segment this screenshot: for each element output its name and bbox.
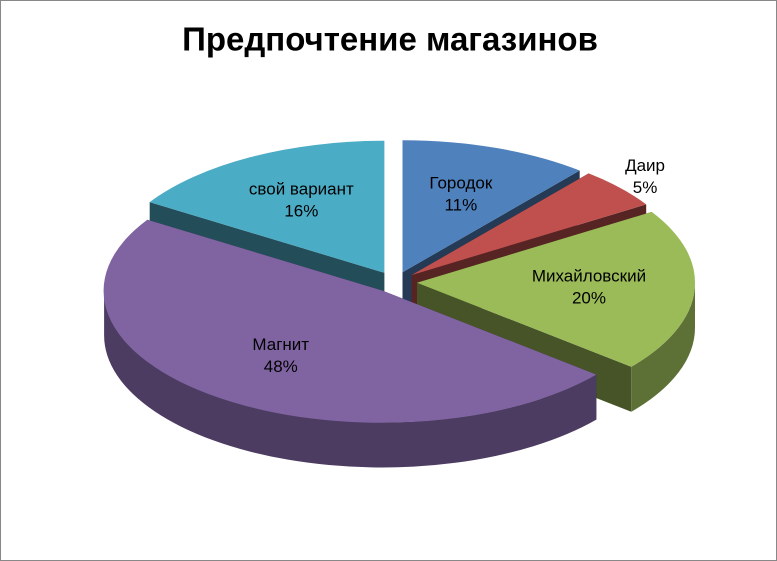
slice xyxy=(417,211,696,367)
slice-side xyxy=(631,282,695,412)
slice xyxy=(103,219,597,423)
slice-label: Михайловский xyxy=(532,266,646,285)
slice-label: Даир xyxy=(625,156,665,175)
slice xyxy=(149,140,385,273)
chart-title: Предпочтение магазинов xyxy=(182,21,598,58)
slice-label: свой вариант xyxy=(249,180,354,199)
slice-value-label: 48% xyxy=(264,357,298,376)
slice-side xyxy=(104,290,597,468)
slice-value-label: 20% xyxy=(572,288,606,307)
slice xyxy=(402,140,580,273)
slice-label: Городок xyxy=(429,174,492,193)
slice-value-label: 11% xyxy=(444,196,477,215)
slice xyxy=(411,173,647,276)
slice-value-label: 5% xyxy=(633,178,658,197)
slice-value-label: 16% xyxy=(284,202,318,221)
slice-label: Магнит xyxy=(252,335,309,354)
